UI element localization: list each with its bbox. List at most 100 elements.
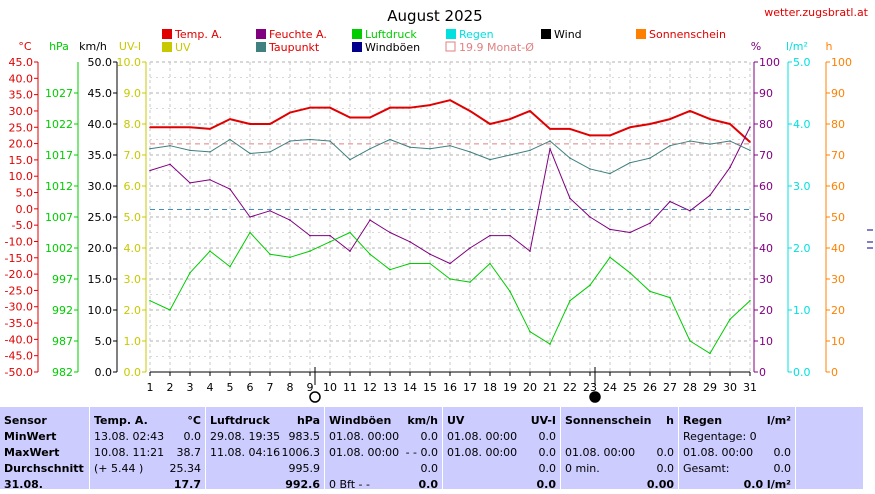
pressure-tick-label: 1007 bbox=[45, 211, 73, 224]
sun-tick-label: 50 bbox=[831, 211, 845, 224]
pressure-axis-unit: hPa bbox=[49, 40, 69, 53]
data-point bbox=[509, 290, 511, 293]
sun-tick-label: 60 bbox=[831, 180, 845, 193]
rain-tick-label: 0.0 bbox=[793, 366, 811, 379]
legend-swatch-1 bbox=[256, 29, 266, 39]
data-point bbox=[709, 118, 711, 120]
uv-tick-label: 8.0 bbox=[124, 118, 142, 131]
row-label-min: MinWert bbox=[4, 430, 57, 443]
data-point bbox=[229, 265, 231, 268]
table-gutter bbox=[863, 407, 875, 489]
x-tick-label: 21 bbox=[543, 381, 557, 394]
data-point bbox=[529, 250, 531, 252]
uv-avg-value: 0.0 bbox=[538, 462, 557, 475]
data-point bbox=[289, 219, 291, 221]
legend-label-6: UV bbox=[175, 41, 191, 54]
data-point bbox=[649, 290, 651, 293]
humidity-tick-label: 30 bbox=[759, 273, 773, 286]
wind-tick-label: 35.0 bbox=[88, 149, 113, 162]
temp-column: Temp. A. °C 13.08. 02:43 0.0 10.08. 11:21 3… bbox=[89, 407, 205, 491]
x-tick-label: 8 bbox=[287, 381, 294, 394]
sun-tick-label: 30 bbox=[831, 273, 845, 286]
data-point bbox=[529, 330, 531, 333]
legend-label-2: Luftdruck bbox=[365, 28, 417, 41]
row-label-current: 31.08. bbox=[4, 478, 43, 491]
temp-tick-label: -40.0 bbox=[5, 333, 33, 346]
data-point bbox=[569, 157, 571, 159]
data-point bbox=[289, 256, 291, 259]
legend-swatch-8 bbox=[352, 42, 362, 52]
data-point bbox=[489, 262, 491, 265]
site-link[interactable]: wetter.zugsbratl.at bbox=[764, 6, 868, 19]
data-point bbox=[309, 138, 311, 141]
humidity-tick-label: 50 bbox=[759, 211, 773, 224]
data-point bbox=[689, 110, 691, 112]
data-point bbox=[589, 168, 591, 170]
data-point bbox=[749, 149, 751, 152]
pressure-max-value: 1006.3 bbox=[281, 446, 321, 459]
data-point bbox=[169, 126, 171, 129]
temp-avg-value: 25.34 bbox=[169, 462, 202, 475]
sun-max-time: 01.08. 00:00 bbox=[565, 446, 636, 459]
data-point bbox=[689, 340, 691, 342]
wind-tick-label: 10.0 bbox=[88, 304, 113, 317]
data-point bbox=[689, 210, 691, 212]
gust-column: Windböen km/h 01.08. 00:00 0.0 01.08. 00:0… bbox=[324, 407, 442, 491]
gust-current-value: 0.0 bbox=[418, 478, 439, 491]
rain-axis-unit: l/m² bbox=[786, 40, 808, 53]
uv-unit: UV-I bbox=[530, 414, 556, 427]
data-point bbox=[189, 126, 191, 129]
legend-swatch-4 bbox=[541, 29, 551, 39]
wind-axis-unit: km/h bbox=[79, 40, 107, 53]
data-point bbox=[249, 231, 251, 234]
x-tick-label: 28 bbox=[683, 381, 697, 394]
temp-tick-label: -30.0 bbox=[5, 301, 33, 314]
data-point bbox=[669, 200, 671, 203]
data-point bbox=[389, 106, 391, 109]
data-point bbox=[569, 197, 571, 200]
uv-max-value: 0.0 bbox=[538, 446, 557, 459]
temp-tick-label: -10.0 bbox=[5, 235, 33, 248]
temp-tick-label: -35.0 bbox=[5, 317, 33, 330]
rain-total-value: 0.0 bbox=[773, 462, 792, 475]
x-tick-label: 15 bbox=[423, 381, 437, 394]
data-point bbox=[489, 158, 491, 161]
data-point bbox=[669, 296, 671, 299]
legend-swatch-0 bbox=[162, 29, 172, 39]
legend-swatch-7 bbox=[256, 42, 266, 52]
data-point bbox=[249, 152, 251, 155]
sun-tick-label: 90 bbox=[831, 87, 845, 100]
pressure-tick-label: 992 bbox=[52, 304, 73, 317]
pressure-tick-label: 982 bbox=[52, 366, 73, 379]
data-point bbox=[329, 234, 331, 237]
data-point bbox=[549, 140, 551, 142]
data-point bbox=[229, 138, 231, 141]
wind-tick-label: 50.0 bbox=[88, 56, 113, 69]
wind-tick-label: 20.0 bbox=[88, 242, 113, 255]
uv-tick-label: 1.0 bbox=[124, 335, 142, 348]
data-point bbox=[329, 140, 331, 142]
data-point bbox=[489, 234, 491, 237]
humidity-tick-label: 10 bbox=[759, 335, 773, 348]
data-point bbox=[649, 222, 651, 224]
data-point bbox=[449, 99, 451, 101]
new-moon-icon bbox=[589, 391, 601, 403]
uv-max-time: 01.08. 00:00 bbox=[447, 446, 518, 459]
uv-tick-label: 4.0 bbox=[124, 242, 142, 255]
humidity-axis-unit: % bbox=[751, 40, 761, 53]
pressure-min-time: 29.08. 19:35 bbox=[210, 430, 281, 443]
x-tick-label: 9 bbox=[307, 381, 314, 394]
temp-current-value: 17.7 bbox=[173, 478, 201, 491]
data-point bbox=[209, 179, 211, 181]
data-point bbox=[729, 123, 731, 125]
uv-tick-label: 9.0 bbox=[124, 87, 142, 100]
data-point bbox=[669, 144, 671, 147]
x-tick-label: 2 bbox=[167, 381, 174, 394]
data-point bbox=[389, 231, 391, 234]
rain-current-value: 0.0 l/m² bbox=[743, 478, 791, 491]
data-point bbox=[349, 250, 351, 252]
data-point bbox=[209, 151, 211, 153]
gust-current-note: 0 Bft - - bbox=[329, 478, 370, 491]
wind-tick-label: 0.0 bbox=[95, 366, 113, 379]
x-tick-label: 22 bbox=[563, 381, 577, 394]
